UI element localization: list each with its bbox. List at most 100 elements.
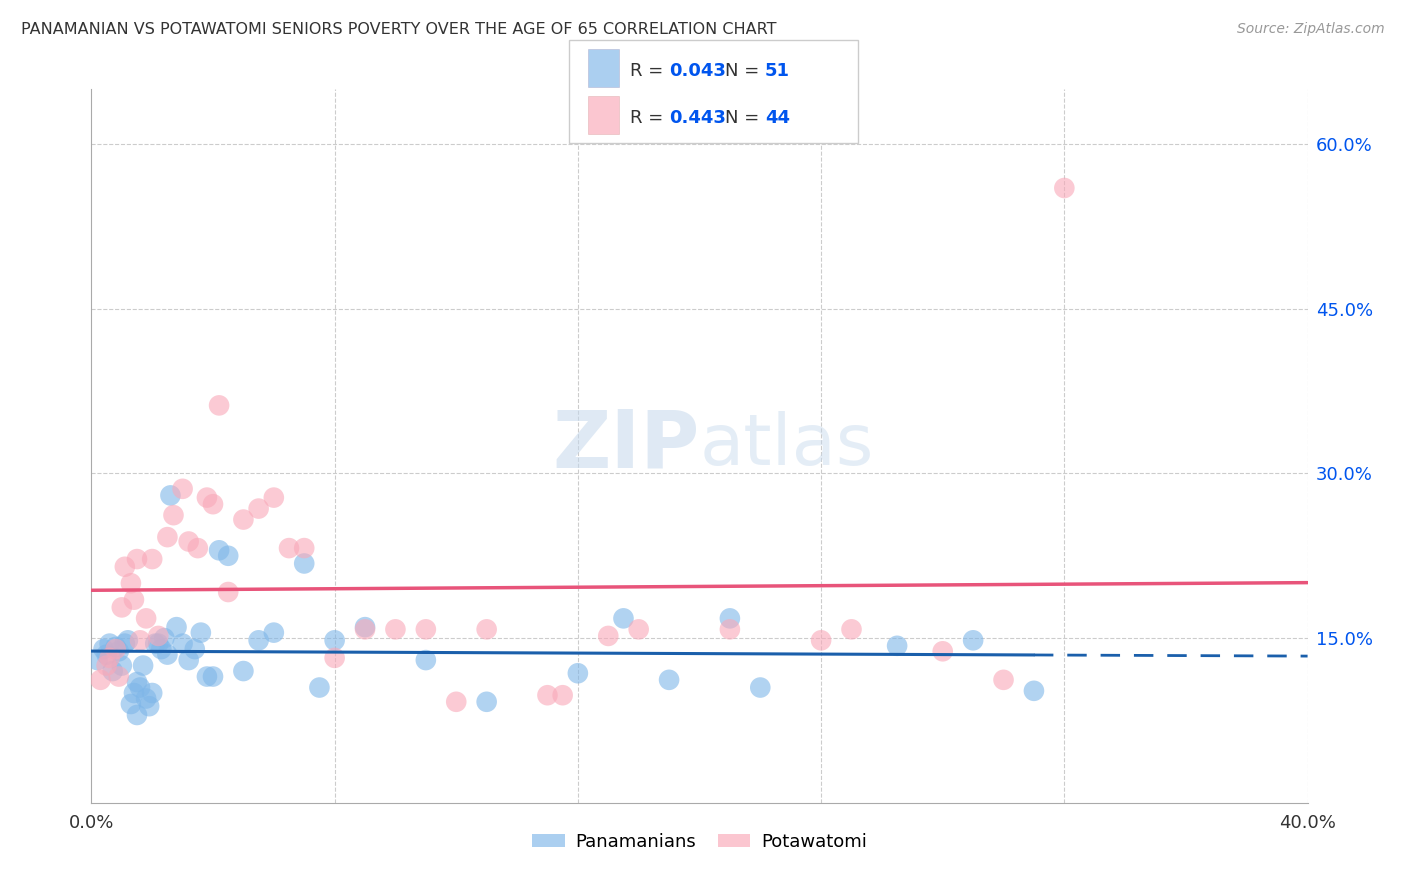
Point	[232, 512, 254, 526]
Text: 44: 44	[765, 109, 790, 127]
Point	[98, 637, 121, 651]
Point	[232, 664, 254, 678]
Point	[104, 640, 127, 654]
Point	[148, 637, 170, 651]
Point	[475, 623, 498, 637]
Point	[415, 623, 437, 637]
Point	[247, 633, 270, 648]
Point	[749, 681, 772, 695]
Point	[86, 653, 108, 667]
Point	[129, 681, 152, 695]
Text: 0.043: 0.043	[669, 62, 725, 79]
Point	[111, 658, 134, 673]
Point	[114, 559, 136, 574]
Point	[96, 648, 118, 662]
Point	[143, 637, 166, 651]
Point	[104, 642, 127, 657]
Text: R =: R =	[630, 62, 669, 79]
Point	[111, 600, 134, 615]
Point	[117, 633, 139, 648]
Point	[598, 629, 620, 643]
Point	[190, 625, 212, 640]
Point	[125, 708, 148, 723]
Point	[278, 541, 301, 555]
Point	[162, 508, 184, 523]
Point	[567, 666, 589, 681]
Point	[993, 673, 1015, 687]
Point	[354, 620, 377, 634]
Point	[135, 691, 157, 706]
Point	[122, 686, 145, 700]
Point	[166, 620, 188, 634]
Point	[101, 664, 124, 678]
Text: N =: N =	[725, 62, 765, 79]
Point	[323, 633, 346, 648]
Point	[444, 695, 467, 709]
Point	[217, 549, 239, 563]
Point	[148, 629, 170, 643]
Legend: Panamanians, Potawatomi: Panamanians, Potawatomi	[524, 826, 875, 858]
Point	[120, 576, 142, 591]
Point	[718, 623, 741, 637]
Point	[153, 631, 176, 645]
Point	[415, 653, 437, 667]
Point	[354, 623, 377, 637]
Point	[120, 697, 142, 711]
Point	[323, 651, 346, 665]
Point	[810, 633, 832, 648]
Point	[202, 669, 225, 683]
Point	[1022, 683, 1045, 698]
Text: R =: R =	[630, 109, 669, 127]
Text: Source: ZipAtlas.com: Source: ZipAtlas.com	[1237, 22, 1385, 37]
Point	[308, 681, 330, 695]
Point	[138, 699, 160, 714]
Point	[141, 686, 163, 700]
Point	[156, 648, 179, 662]
Point	[177, 653, 200, 667]
Point	[159, 488, 181, 502]
Point	[172, 637, 194, 651]
Point	[122, 592, 145, 607]
Point	[202, 497, 225, 511]
Point	[536, 688, 558, 702]
Point	[292, 541, 315, 555]
Text: ZIP: ZIP	[553, 407, 699, 485]
Text: atlas: atlas	[699, 411, 875, 481]
Point	[962, 633, 984, 648]
Text: PANAMANIAN VS POTAWATOMI SENIORS POVERTY OVER THE AGE OF 65 CORRELATION CHART: PANAMANIAN VS POTAWATOMI SENIORS POVERTY…	[21, 22, 776, 37]
Point	[93, 642, 115, 657]
Point	[263, 625, 285, 640]
Text: 0.443: 0.443	[669, 109, 725, 127]
Point	[208, 543, 231, 558]
Point	[718, 611, 741, 625]
Point	[658, 673, 681, 687]
Point	[195, 491, 218, 505]
Point	[135, 611, 157, 625]
Text: 51: 51	[765, 62, 790, 79]
Point	[156, 530, 179, 544]
Point	[96, 658, 118, 673]
Point	[89, 673, 111, 687]
Point	[125, 675, 148, 690]
Point	[187, 541, 209, 555]
Point	[551, 688, 574, 702]
Point	[150, 642, 173, 657]
Point	[125, 552, 148, 566]
Point	[172, 482, 194, 496]
Point	[612, 611, 634, 625]
Point	[886, 639, 908, 653]
Point	[107, 644, 129, 658]
Point	[114, 637, 136, 651]
Point	[627, 623, 650, 637]
Point	[1053, 181, 1076, 195]
Point	[184, 642, 207, 657]
Point	[247, 501, 270, 516]
Point	[129, 633, 152, 648]
Point	[107, 669, 129, 683]
Point	[208, 398, 231, 412]
Point	[195, 669, 218, 683]
Point	[931, 644, 953, 658]
Point	[384, 623, 406, 637]
Point	[263, 491, 285, 505]
Point	[292, 557, 315, 571]
